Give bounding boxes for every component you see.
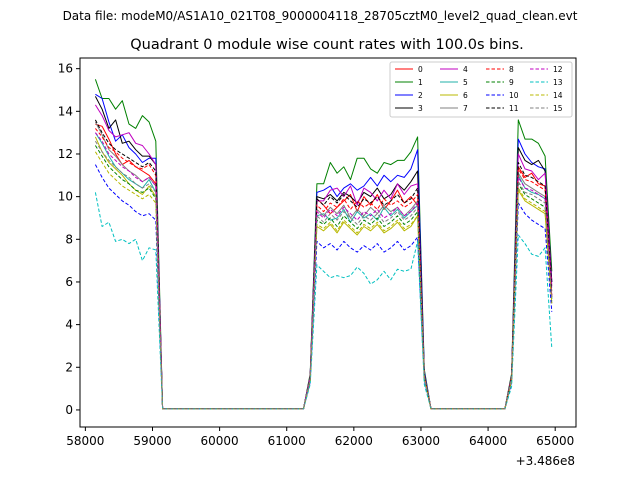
legend-label-7: 7 <box>463 104 468 113</box>
suptitle: Data file: modeM0/AS1A10_021T08_90000041… <box>63 9 578 23</box>
legend-label-14: 14 <box>553 91 563 100</box>
x-tick-label: 60000 <box>201 434 239 448</box>
x-tick-label: 64000 <box>469 434 507 448</box>
x-axis: 58000 59000 60000 61000 62000 63000 64000 65000 <box>66 427 574 448</box>
y-tick-label: 16 <box>58 62 73 76</box>
legend-frame <box>389 61 573 118</box>
y-axis: 0 2 4 6 8 10 12 14 16 <box>58 62 80 417</box>
legend-label-13: 13 <box>553 78 563 87</box>
legend-label-0: 0 <box>418 65 423 74</box>
y-tick-label: 0 <box>65 403 73 417</box>
legend-label-4: 4 <box>463 65 468 74</box>
legend-label-11: 11 <box>509 104 519 113</box>
chart-title: Quadrant 0 module wise count rates with … <box>130 37 524 53</box>
legend-label-10: 10 <box>509 91 519 100</box>
series-line-15 <box>94 140 553 410</box>
x-tick-label: 63000 <box>402 434 440 448</box>
x-tick-label: 59000 <box>133 434 171 448</box>
x-tick-label: 65000 <box>536 434 574 448</box>
y-tick-label: 12 <box>58 147 73 161</box>
y-tick-label: 4 <box>65 318 73 332</box>
legend-label-15: 15 <box>553 104 563 113</box>
legend-label-1: 1 <box>418 78 423 87</box>
y-tick-label: 2 <box>65 360 73 374</box>
series-layer <box>94 79 553 410</box>
y-tick-label: 10 <box>58 190 73 204</box>
legend-label-12: 12 <box>553 65 563 74</box>
axes-frame <box>79 57 577 428</box>
legend-label-9: 9 <box>509 78 514 87</box>
legend-label-6: 6 <box>463 91 468 100</box>
x-tick-label: 62000 <box>335 434 373 448</box>
x-tick-label: 61000 <box>268 434 306 448</box>
y-tick-label: 14 <box>58 104 73 118</box>
legend-label-2: 2 <box>418 91 423 100</box>
y-tick-label: 6 <box>65 275 73 289</box>
legend-label-8: 8 <box>509 65 514 74</box>
x-tick-label: 58000 <box>66 434 104 448</box>
legend-label-3: 3 <box>418 104 423 113</box>
plot-area <box>80 58 576 427</box>
series-line-8 <box>95 128 553 410</box>
x-offset-label: +3.486e8 <box>516 454 575 468</box>
y-tick-label: 8 <box>65 232 73 246</box>
legend-label-5: 5 <box>463 78 468 87</box>
